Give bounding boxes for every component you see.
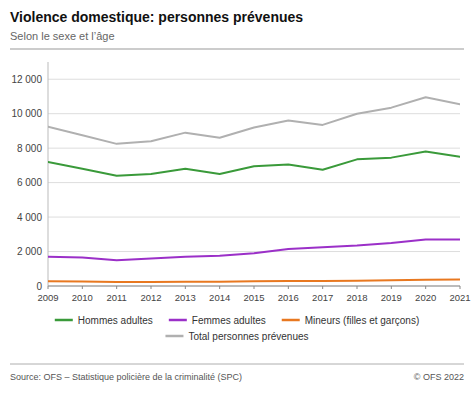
legend-item: Total personnes prévenues	[165, 331, 308, 342]
x-tick-label: 2009	[37, 292, 58, 303]
x-tick-label: 2011	[106, 292, 126, 303]
x-tick-label: 2020	[415, 292, 436, 303]
grid-line	[48, 182, 460, 183]
y-axis-line	[48, 62, 49, 286]
legend-label: Total personnes prévenues	[188, 331, 308, 342]
series-line	[48, 97, 460, 144]
grid-line	[48, 113, 460, 114]
series-line	[48, 280, 460, 282]
legend-swatch	[282, 319, 300, 322]
y-tick-label: 8 000	[17, 143, 42, 154]
x-tick-label: 2016	[278, 292, 299, 303]
subtitle: Selon le sexe et l’âge	[10, 30, 115, 42]
series-group	[48, 97, 460, 282]
source: Source: OFS – Statistique policière de l…	[10, 372, 242, 382]
x-tick-label: 2019	[381, 292, 402, 303]
legend-label: Hommes adultes	[78, 315, 153, 326]
y-tick-label: 12 000	[11, 74, 42, 85]
x-tick-label: 2018	[346, 292, 367, 303]
series-line	[48, 239, 460, 260]
legend-swatch	[55, 319, 73, 322]
grid-line	[48, 251, 460, 252]
grid-line	[48, 148, 460, 149]
legend-swatch	[169, 319, 187, 322]
y-tick-label: 10 000	[11, 108, 42, 119]
background	[0, 0, 474, 396]
legend-item: Hommes adultes	[55, 315, 153, 326]
legend-label: Femmes adultes	[192, 315, 266, 326]
grid-line	[48, 217, 460, 218]
x-tick-label: 2014	[209, 292, 230, 303]
legend-item: Femmes adultes	[169, 315, 266, 326]
copyright: © OFS 2022	[414, 372, 464, 382]
x-tick-label: 2010	[72, 292, 93, 303]
y-tick-label: 6 000	[17, 177, 42, 188]
y-tick-label: 2 000	[17, 246, 42, 257]
series-line	[48, 152, 460, 176]
footer-rule	[10, 364, 464, 365]
axes: 0 2 000 4 000 6 000 8 000 10 000 12 000 2009 201…	[11, 62, 470, 303]
grid-line	[48, 79, 460, 80]
x-tick-label: 2021	[449, 292, 470, 303]
x-tick-label: 2015	[243, 292, 264, 303]
legend: Hommes adultes Femmes adultes Mineurs (fil…	[55, 315, 419, 342]
legend-swatch	[165, 335, 183, 338]
grid-line	[48, 286, 460, 287]
y-tick-label: 4 000	[17, 212, 42, 223]
chart: Violence domestique: personnes prévenues…	[0, 0, 474, 396]
x-tick-label: 2012	[140, 292, 161, 303]
legend-item: Mineurs (filles et garçons)	[282, 315, 419, 326]
x-tick-label: 2017	[312, 292, 333, 303]
y-tick-label: 0	[36, 281, 42, 292]
x-tick-label: 2013	[175, 292, 196, 303]
header-rule	[10, 49, 464, 50]
x-axis-line	[48, 286, 460, 287]
title: Violence domestique: personnes prévenues	[10, 9, 303, 25]
legend-label: Mineurs (filles et garçons)	[305, 315, 419, 326]
